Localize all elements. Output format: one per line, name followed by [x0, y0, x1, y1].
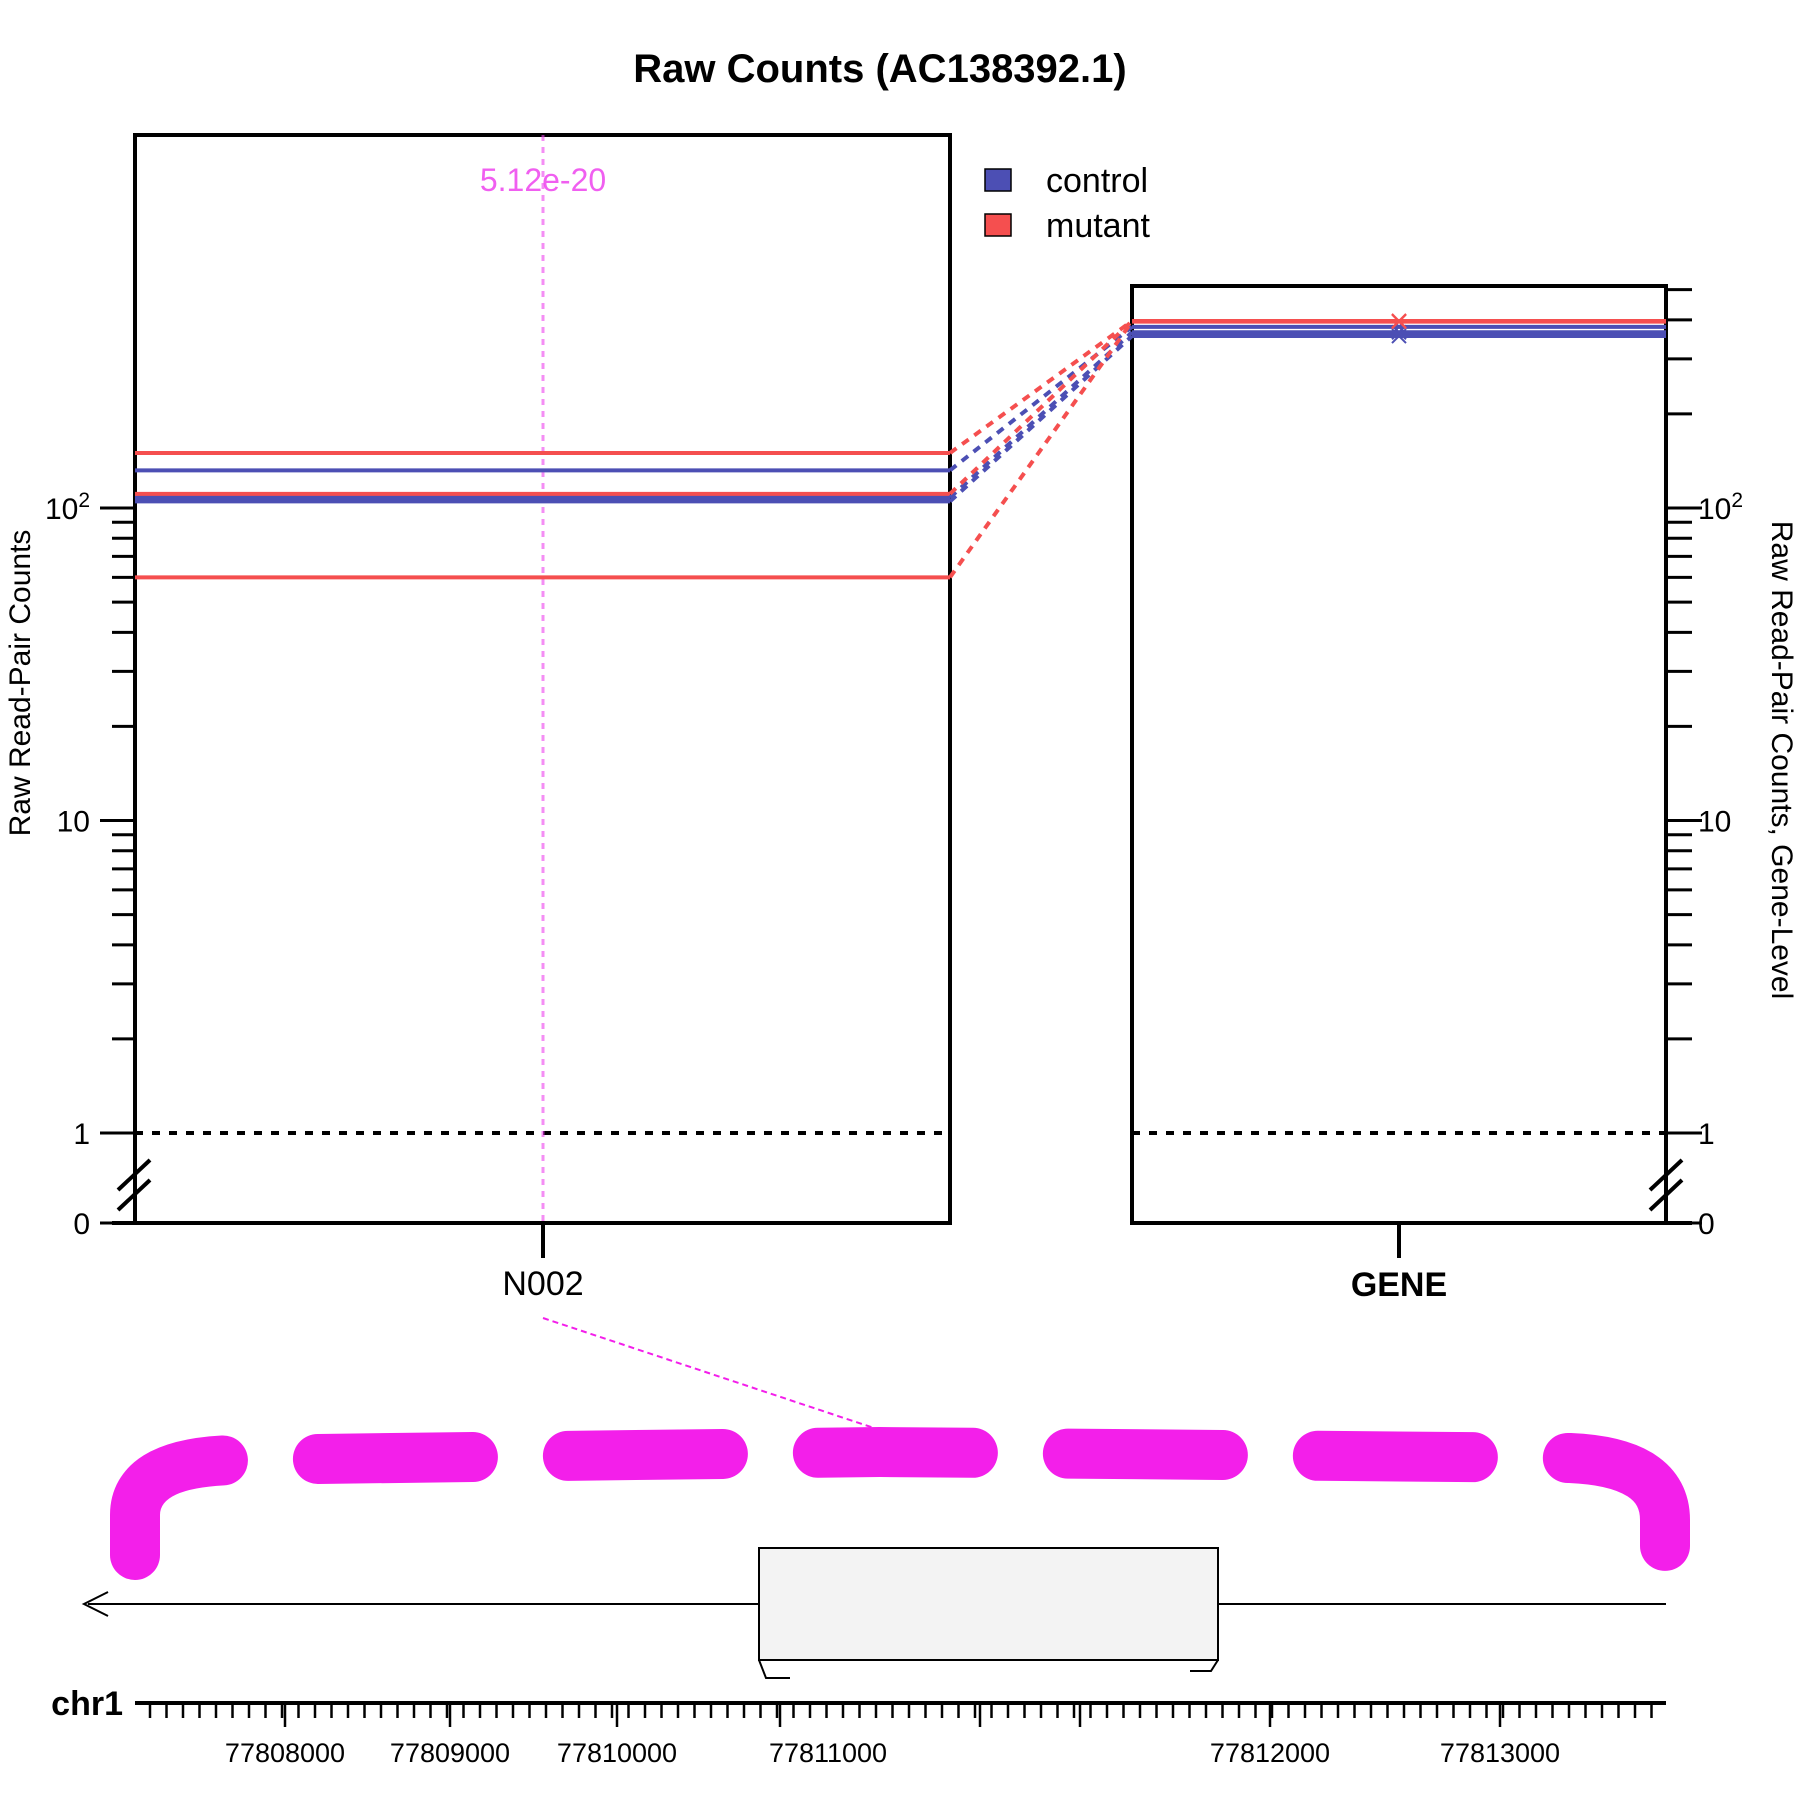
control-connector [948, 330, 1134, 500]
ruler-coordinate-label: 77808000 [225, 1738, 345, 1768]
mutant-gene-marker [1391, 313, 1407, 329]
left-panel: 0 1 10 102 N002 5.12e-20 Raw Read-Pair Counts [4, 133, 952, 1303]
ruler-coordinate-label: 77813000 [1440, 1738, 1560, 1768]
right-tick-label: 1 [1698, 1118, 1715, 1151]
legend-label-mutant: mutant [1046, 207, 1150, 245]
right-panel: 0 1 10 102 GENE Raw Read-Pair Counts, Gene-Le… [1130, 284, 1798, 1304]
chart-title: Raw Counts (AC138392.1) [633, 47, 1126, 91]
right-y-axis-label: Raw Read-Pair Counts, Gene-Level [1765, 521, 1798, 1000]
mutant-connector [948, 320, 1134, 579]
ruler-coordinate-label: 77809000 [390, 1738, 510, 1768]
strand-arrow-icon [81, 1591, 109, 1617]
legend-swatch-mutant [984, 213, 1012, 237]
left-tick-label: 10 [57, 806, 90, 839]
right-axis-break-mark [1648, 1158, 1684, 1192]
gene-body-bracket [758, 1659, 1219, 1679]
legend-swatch-control [984, 168, 1012, 192]
right-plot-frame [1130, 284, 1668, 1225]
feature-leader-line [542, 1317, 881, 1431]
legend: control mutant [984, 162, 1150, 245]
right-axis-break-mark [1648, 1178, 1684, 1212]
right-tick-label: 0 [1698, 1208, 1715, 1241]
chromosome-label: chr1 [51, 1685, 123, 1723]
ruler-coordinate-label: 77811000 [769, 1738, 887, 1768]
right-tick-label: 102 [1698, 489, 1743, 526]
control-connector [948, 334, 1134, 503]
left-tick-label: 102 [45, 489, 90, 526]
feature-arc [110, 1426, 1690, 1580]
legend-label-control: control [1046, 162, 1148, 200]
gene-body-box [758, 1547, 1219, 1661]
left-y-axis-label: Raw Read-Pair Counts [4, 530, 37, 837]
left-axis-break-mark [116, 1158, 152, 1192]
panel-connectors [948, 319, 1134, 579]
ruler-coordinate-label: 77812000 [1210, 1738, 1330, 1768]
right-tick-label: 10 [1698, 806, 1731, 839]
left-x-category-label: N002 [502, 1265, 583, 1303]
left-tick-label: 1 [73, 1118, 90, 1151]
genome-track: chr1 77808000 77809000 77810000 77811000 7781… [51, 1317, 1690, 1768]
left-tick-label: 0 [73, 1208, 90, 1241]
pvalue-annotation: 5.12e-20 [480, 162, 606, 198]
ruler-coordinate-label: 77810000 [557, 1738, 677, 1768]
left-axis-break-mark [116, 1178, 152, 1212]
mutant-connector [948, 319, 1134, 496]
right-x-category-label: GENE [1351, 1266, 1447, 1304]
mutant-connector [948, 319, 1134, 455]
